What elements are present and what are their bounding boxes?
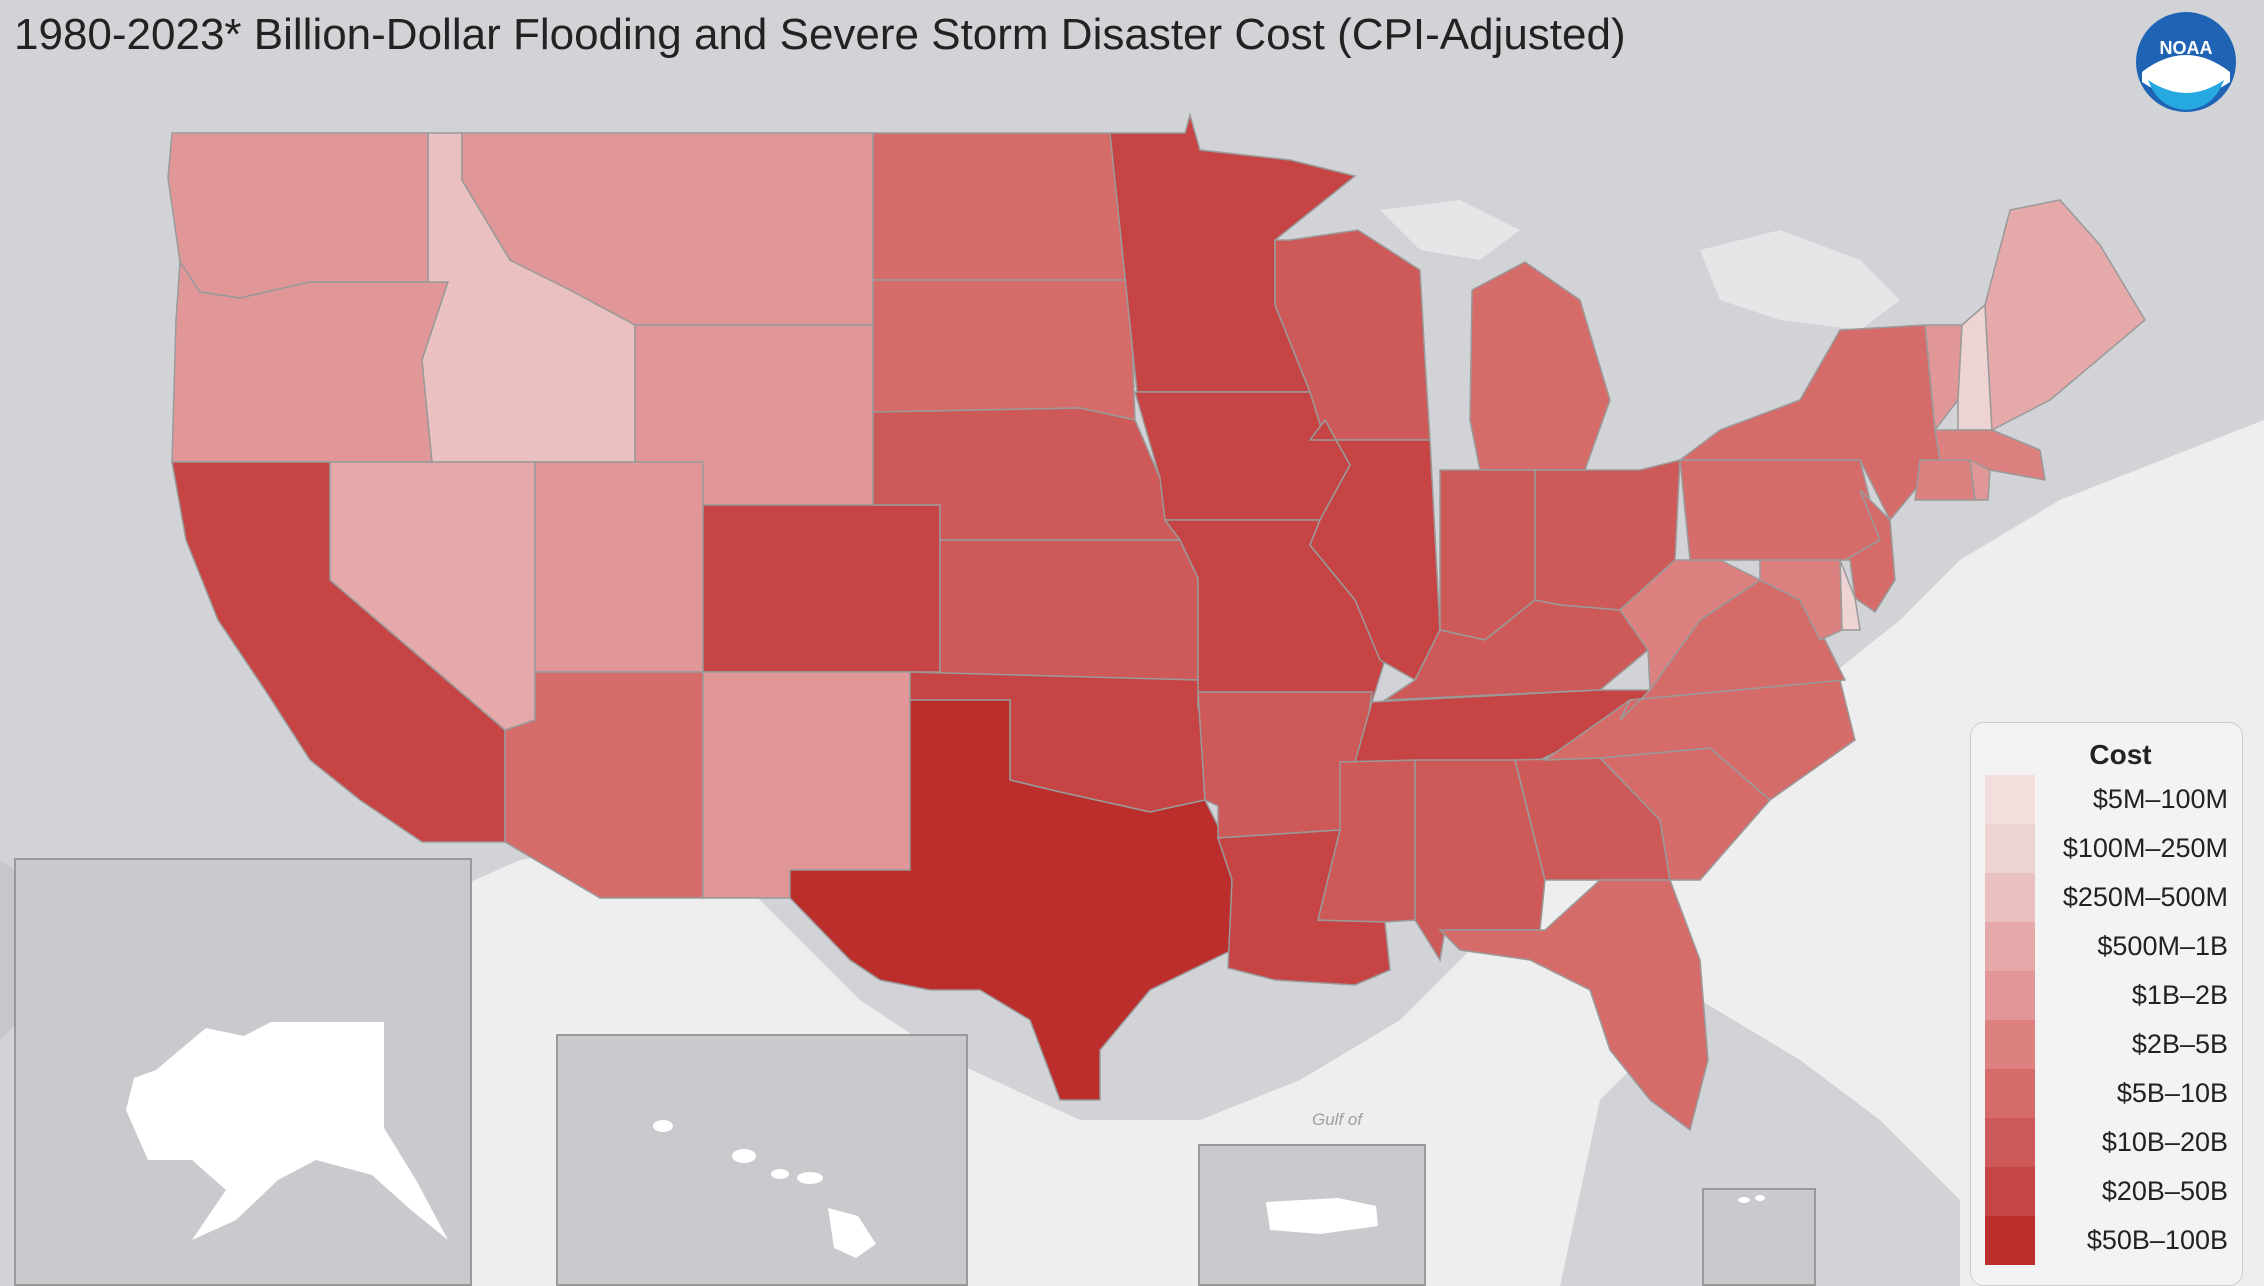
- legend-item: $5M–100M: [1985, 775, 2228, 824]
- legend-title: Cost: [2089, 739, 2152, 770]
- logo-text: NOAA: [2160, 38, 2213, 58]
- alaska-shape: [126, 1022, 448, 1240]
- state-il[interactable]: [1308, 418, 1441, 682]
- legend-label: $500M–1B: [2097, 931, 2228, 961]
- state-me[interactable]: [1984, 199, 2146, 432]
- puerto-rico-shape: [1266, 1198, 1378, 1234]
- legend-label: $5B–10B: [2116, 1078, 2228, 1108]
- legend-label: $1B–2B: [2131, 980, 2228, 1010]
- state-fl[interactable]: [1438, 879, 1709, 1132]
- legend-swatch: [1985, 1118, 2035, 1167]
- alaska-inset: [14, 858, 472, 1286]
- legend-item: $50B–100B: [1985, 1216, 2228, 1265]
- state-co[interactable]: [702, 504, 941, 673]
- legend-item: $10B–20B: [1985, 1118, 2228, 1167]
- state-nd[interactable]: [872, 132, 1131, 281]
- legend-label: $100M–250M: [2062, 833, 2228, 863]
- gulf-label: Gulf of: [1312, 1110, 1364, 1129]
- state-ri[interactable]: [1969, 458, 1991, 501]
- state-mi[interactable]: [1469, 261, 1611, 471]
- state-pa[interactable]: [1679, 459, 1881, 561]
- legend-item: $5B–10B: [1985, 1069, 2228, 1118]
- legend-swatch: [1985, 971, 2035, 1020]
- legend-item: $2B–5B: [1985, 1020, 2228, 1069]
- noaa-logo-icon: NOAA: [2128, 10, 2244, 114]
- state-ut[interactable]: [534, 461, 704, 673]
- state-sd[interactable]: [872, 279, 1136, 421]
- legend-label: $10B–20B: [2101, 1127, 2228, 1157]
- state-nm[interactable]: [702, 671, 911, 899]
- legend-item: $250M–500M: [1985, 873, 2228, 922]
- legend-label: $2B–5B: [2131, 1029, 2228, 1059]
- state-wa[interactable]: [167, 132, 429, 299]
- legend-swatch: [1985, 1167, 2035, 1216]
- state-wv[interactable]: [1619, 559, 1762, 693]
- puerto-rico-inset: [1198, 1144, 1426, 1286]
- legend-swatch: [1985, 1216, 2035, 1265]
- legend-swatch: [1985, 873, 2035, 922]
- legend-item: $500M–1B: [1985, 922, 2228, 971]
- legend-label: $250M–500M: [2062, 882, 2228, 912]
- legend-label: $50B–100B: [2086, 1225, 2228, 1255]
- legend-rows: $5M–100M $100M–250M $250M–500M $500M–1B $1B–…: [1985, 775, 2228, 1265]
- legend-swatch: [1985, 824, 2035, 873]
- legend-swatch: [1985, 775, 2035, 824]
- legend-label: $5M–100M: [2092, 784, 2228, 814]
- legend-panel: Cost $5M–100M $100M–250M $250M–500M $500M–1…: [1970, 722, 2243, 1286]
- legend-item: $100M–250M: [1985, 824, 2228, 873]
- state-ks[interactable]: [939, 539, 1199, 681]
- virgin-islands-shape: [1738, 1195, 1765, 1203]
- legend-swatch: [1985, 922, 2035, 971]
- state-md[interactable]: [1759, 559, 1843, 641]
- states-layer: [167, 112, 2146, 1132]
- legend-item: $1B–2B: [1985, 971, 2228, 1020]
- hawaii-shape: [653, 1120, 876, 1258]
- state-ct[interactable]: [1914, 459, 1976, 501]
- map-title: 1980-2023* Billion-Dollar Flooding and S…: [14, 10, 1626, 59]
- legend-label: $20B–50B: [2101, 1176, 2228, 1206]
- virgin-islands-inset: [1702, 1188, 1816, 1286]
- legend-swatch: [1985, 1069, 2035, 1118]
- state-tx[interactable]: [789, 699, 1233, 1101]
- legend-item: $20B–50B: [1985, 1167, 2228, 1216]
- legend-swatch: [1985, 1020, 2035, 1069]
- hawaii-inset: [556, 1034, 968, 1286]
